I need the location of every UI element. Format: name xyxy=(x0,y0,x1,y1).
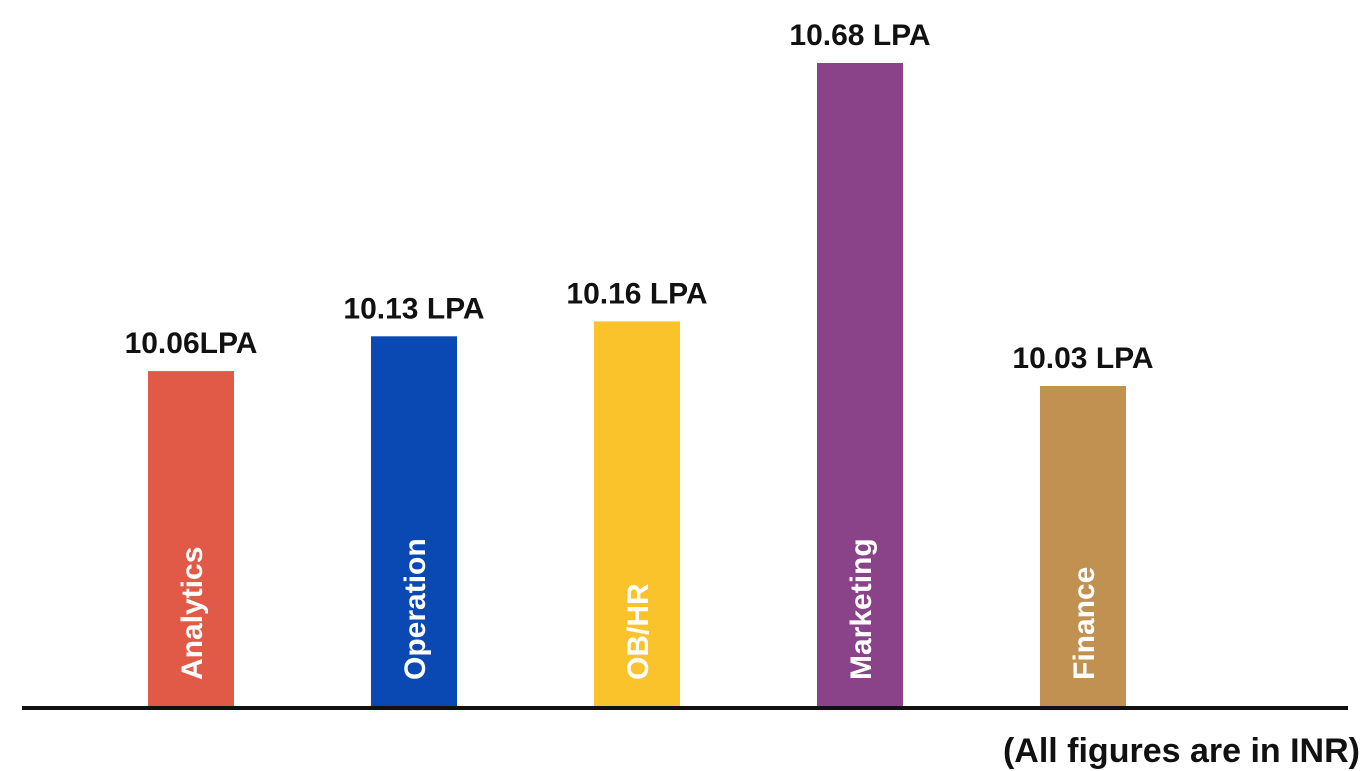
bar-finance xyxy=(1040,386,1126,706)
data-label-operation: 10.13 LPA xyxy=(343,292,484,325)
data-label-finance: 10.03 LPA xyxy=(1012,342,1153,375)
category-label-marketing: Marketing xyxy=(845,538,878,680)
bar-ob-hr xyxy=(594,321,680,706)
bar-marketing xyxy=(817,63,903,706)
data-label-marketing: 10.68 LPA xyxy=(789,19,930,52)
data-label-analytics: 10.06LPA xyxy=(125,327,258,360)
category-label-ob-hr: OB/HR xyxy=(622,583,655,680)
category-label-operation: Operation xyxy=(399,538,432,680)
bar-operation xyxy=(371,336,457,706)
data-label-ob-hr: 10.16 LPA xyxy=(566,277,707,310)
category-label-finance: Finance xyxy=(1068,567,1101,680)
currency-footnote: (All figures are in INR) xyxy=(1002,732,1360,770)
bar-analytics xyxy=(148,371,234,706)
category-label-analytics: Analytics xyxy=(176,547,209,680)
bars-group: 10.06LPA Analytics 10.13 LPA Operation 10.16… xyxy=(125,19,1154,706)
